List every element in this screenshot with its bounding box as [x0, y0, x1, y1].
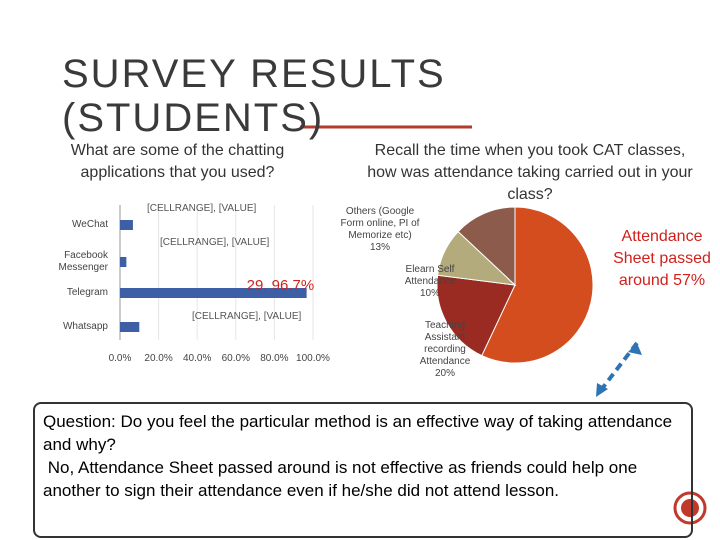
slice-name: Attendance Sheet passed around: [613, 228, 711, 289]
data-label: [CELLRANGE], [VALUE]: [192, 311, 302, 322]
arrow-tail: [628, 343, 642, 355]
bar: [120, 257, 127, 267]
category-label: Telegram: [66, 287, 108, 298]
category-label: Facebook Messenger: [58, 250, 108, 273]
slice-name: Elearn Self Attendance: [404, 264, 456, 287]
x-tick-label: 0.0%: [108, 353, 132, 364]
x-tick-label: 80.0%: [260, 353, 289, 364]
slice-label: Others (Google Form online, PI of Memori…: [340, 206, 420, 254]
pie-slice: [457, 206, 516, 287]
slice-value: 20%: [434, 368, 455, 379]
chart-title: Recall the time when you took CAT classe…: [367, 142, 693, 203]
pie-slice: [481, 206, 594, 364]
data-label: [CELLRANGE], [VALUE]: [160, 237, 270, 248]
data-label: 29, 96.7%: [246, 277, 315, 294]
slice-value: 57%: [673, 272, 706, 289]
icon: [673, 491, 707, 525]
slice-label: Attendance Sheet passed around 57%: [612, 226, 712, 292]
category-label: Whatsapp: [62, 321, 108, 332]
category-label: WeChat: [72, 219, 108, 230]
slice-label: Elearn Self Attendance 10%: [395, 264, 465, 300]
slice-name: Others (Google Form online, PI of Memori…: [340, 206, 420, 241]
x-tick-label: 60.0%: [221, 353, 250, 364]
chart-title: What are some of the chatting applicatio…: [70, 142, 285, 181]
arrow-head: [596, 383, 608, 397]
slice-label: Teaching Assistant recording Attendance …: [410, 320, 480, 380]
slide-title: SURVEY RESULTS (STUDENTS): [62, 52, 446, 140]
x-tick-label: 40.0%: [183, 353, 212, 364]
pie-slice: [436, 274, 516, 357]
bar: [120, 288, 307, 298]
question-line: Question: Do you feel the particular met…: [43, 412, 677, 454]
data-label: [CELLRANGE], [VALUE]: [147, 203, 257, 214]
slice-value: 13%: [369, 242, 390, 253]
arrow: [599, 341, 639, 392]
x-tick-label: 100.0%: [296, 353, 330, 364]
icon-core: [681, 499, 699, 517]
question-box: Question: Do you feel the particular met…: [33, 402, 693, 538]
slice-value: 10%: [419, 288, 440, 299]
answer-line: No, Attendance Sheet passed around is no…: [43, 458, 642, 500]
x-tick-label: 20.0%: [144, 353, 173, 364]
bar: [120, 322, 140, 332]
bar: [120, 220, 133, 230]
slice-name: Teaching Assistant recording Attendance: [419, 320, 471, 367]
